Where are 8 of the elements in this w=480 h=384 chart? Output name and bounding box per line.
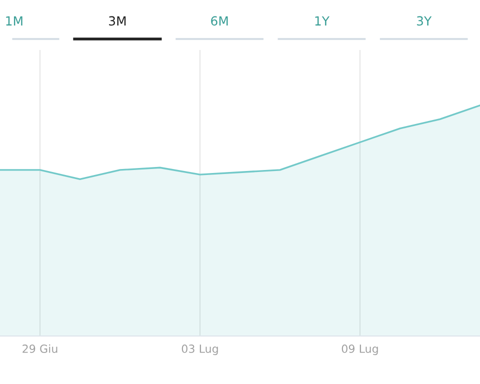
x-tick-label: 09 Lug (342, 344, 378, 356)
text: 3Y (416, 16, 432, 26)
text: 6M (211, 16, 228, 26)
x-tick-label: 03 Lug (182, 344, 218, 356)
x-tick-label: 29 Giu (22, 344, 58, 353)
text: 1M (6, 16, 22, 26)
text: 3M (109, 16, 126, 26)
text: 1Y (315, 16, 330, 26)
